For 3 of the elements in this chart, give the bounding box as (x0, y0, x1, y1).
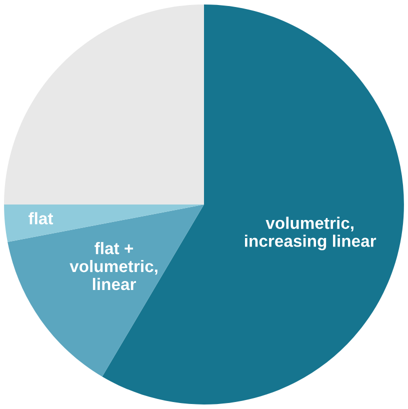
slice-label: volumetric, increasing linear (245, 216, 376, 250)
slice-label: flat (28, 212, 54, 224)
slice-label: flat + volumetric, linear (70, 242, 158, 290)
